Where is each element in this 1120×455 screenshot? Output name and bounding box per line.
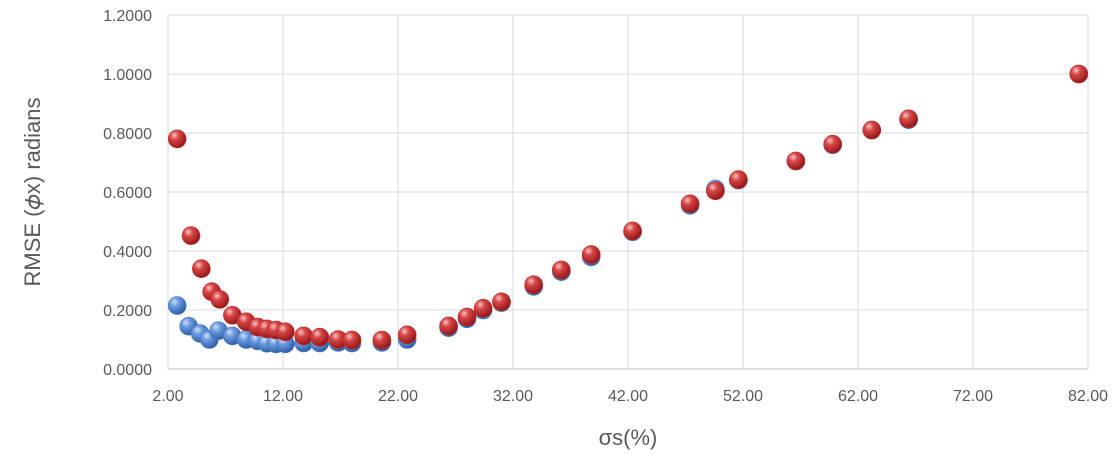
series-2-point <box>192 259 211 279</box>
series-2-point <box>439 316 458 336</box>
y-axis-label: RMSE (𝜙x) radians <box>20 98 45 287</box>
series-2-point <box>862 120 882 140</box>
series-2-point <box>457 307 477 327</box>
series-2-point <box>786 151 806 171</box>
series-2-point <box>551 260 571 280</box>
series-2-point <box>524 275 544 294</box>
series-2-point <box>342 330 362 350</box>
series-2-point <box>167 129 187 149</box>
x-tick-label: 42.00 <box>608 388 648 405</box>
y-tick-label: 0.4000 <box>103 244 152 261</box>
series-2-point <box>823 134 843 154</box>
x-tick-label: 2.00 <box>152 388 183 405</box>
series-2-point <box>706 181 725 201</box>
series-2-point <box>473 298 493 318</box>
series-2-point <box>1069 64 1089 84</box>
series-2-point <box>210 290 230 309</box>
y-tick-label: 0.8000 <box>103 126 152 143</box>
x-tick-label: 22.00 <box>378 388 418 405</box>
series-2-point <box>397 325 417 345</box>
series-2-point <box>899 109 918 129</box>
x-tick-label: 72.00 <box>953 388 993 405</box>
y-tick-label: 0.2000 <box>103 303 152 320</box>
x-tick-label: 12.00 <box>263 388 303 405</box>
series-2-point <box>680 194 700 214</box>
series-2-point <box>581 245 601 264</box>
y-tick-label: 0.0000 <box>103 362 152 379</box>
series-1-point <box>167 296 187 315</box>
series-2-point <box>492 292 511 312</box>
x-tick-label: 82.00 <box>1068 388 1108 405</box>
series-2-point <box>294 326 314 346</box>
series-2-point <box>310 327 330 347</box>
y-tick-label: 1.2000 <box>103 8 152 25</box>
series-2-point <box>729 170 748 189</box>
series-2-point <box>181 226 201 245</box>
x-tick-label: 52.00 <box>723 388 763 405</box>
series-2-point <box>275 322 295 342</box>
grid-lines <box>167 14 1089 370</box>
data-points <box>167 64 1089 354</box>
x-tick-label: 32.00 <box>493 388 533 405</box>
x-tick-label: 62.00 <box>838 388 878 405</box>
y-tick-label: 1.0000 <box>103 67 152 84</box>
x-axis-label: σs(%) <box>599 425 658 450</box>
y-tick-label: 0.6000 <box>103 185 152 202</box>
series-2-point <box>372 330 392 350</box>
series-2-point <box>623 221 642 241</box>
tick-labels: 0.0000 0.2000 0.4000 0.6000 0.8000 1.0000 1.20… <box>103 8 1108 405</box>
